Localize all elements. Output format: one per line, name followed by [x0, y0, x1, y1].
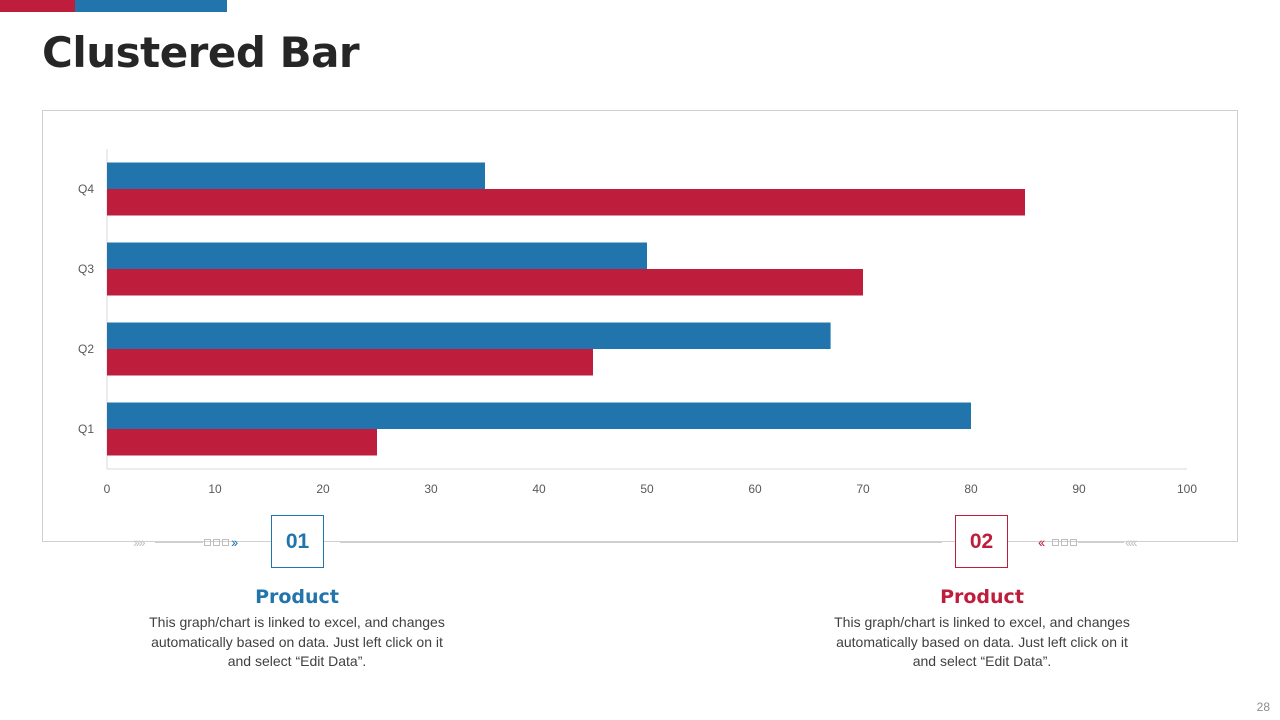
accent-blue-segment: [75, 0, 227, 12]
product-title-2: Product: [940, 586, 1024, 608]
x-tick-label: 10: [208, 482, 222, 496]
product-title-1: Product: [255, 586, 339, 608]
y-tick-label: Q2: [78, 342, 94, 356]
y-tick-label: Q4: [78, 182, 94, 196]
connector-line-center: [340, 542, 942, 543]
bar-q1-series-1: [107, 402, 971, 429]
double-chevron-right-icon: ››››: [133, 534, 146, 550]
x-tick-label: 60: [748, 482, 762, 496]
product-description-2: This graph/chart is linked to excel, and…: [834, 614, 1130, 669]
x-tick-label: 0: [104, 482, 111, 496]
clustered-bar-chart[interactable]: Q1 Q2 Q3 Q4 0 10 20 30 40 50 60 70 80 90 100: [43, 111, 1237, 541]
chevron-left-icon: ‹‹: [1038, 534, 1045, 550]
top-accent-bar: [0, 0, 227, 12]
bar-q2-series-1: [107, 322, 831, 349]
page-number: 28: [1256, 700, 1270, 714]
x-tick-label: 70: [856, 482, 870, 496]
y-tick-label: Q1: [78, 422, 94, 436]
bar-q3-series-1: [107, 242, 647, 269]
dotted-squares-icon: [204, 539, 229, 546]
double-chevron-left-icon: ‹‹‹‹: [1125, 534, 1138, 550]
connector-line-left-a: [155, 542, 203, 543]
x-tick-label: 20: [316, 482, 330, 496]
bar-q2-series-2: [107, 349, 593, 376]
x-tick-label: 100: [1177, 482, 1197, 496]
bar-q4-series-1: [107, 162, 485, 189]
chevron-right-icon: ››: [231, 534, 238, 550]
x-tick-label: 90: [1072, 482, 1086, 496]
x-tick-label: 40: [532, 482, 546, 496]
panel-number-01: 01: [271, 515, 324, 568]
product-description-1: This graph/chart is linked to excel, and…: [149, 614, 445, 669]
bar-q4-series-2: [107, 189, 1025, 216]
chart-frame[interactable]: Q1 Q2 Q3 Q4 0 10 20 30 40 50 60 70 80 90 100: [42, 110, 1238, 542]
accent-red-segment: [0, 0, 75, 12]
panel-number-02: 02: [955, 515, 1008, 568]
y-tick-label: Q3: [78, 262, 94, 276]
x-tick-label: 80: [964, 482, 978, 496]
x-tick-label: 30: [424, 482, 438, 496]
bar-q3-series-2: [107, 269, 863, 296]
dotted-squares-icon: [1052, 539, 1077, 546]
slide-title: Clustered Bar: [42, 28, 360, 77]
x-tick-label: 50: [640, 482, 654, 496]
connector-line-right-a: [1078, 542, 1124, 543]
bar-q1-series-2: [107, 429, 377, 456]
